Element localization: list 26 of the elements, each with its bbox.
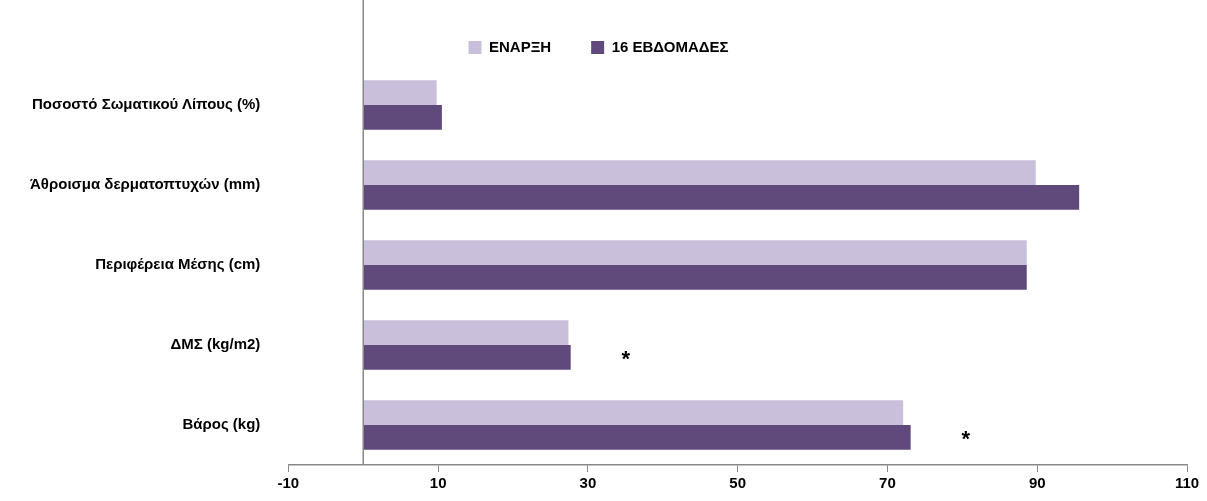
x-tick-label: -10 [277,474,300,492]
x-tick-label: 50 [729,474,747,492]
bar [363,105,442,130]
bar [363,185,1080,210]
x-tick-label: 70 [879,474,896,492]
bar [363,160,1036,185]
bar [363,400,904,425]
y-tick-label: Βάρος (kg) [182,415,261,433]
legend-label: 16 ΕΒΔΟΜΑΔΕΣ [611,37,729,55]
bar [363,265,1027,290]
x-tick-label: 110 [1174,474,1200,492]
bar [363,320,569,345]
legend-label: ΕΝΑΡΞΗ [488,37,552,55]
annotation: * [961,426,971,452]
bar [363,345,571,370]
y-tick-label: ΔΜΣ (kg/m2) [170,335,261,353]
y-tick-label: Άθροισμα δερματοπτυχών (mm) [29,175,261,193]
y-tick-label: Περιφέρεια Μέσης (cm) [95,255,261,273]
y-tick-label: Ποσοστό Σωματικού Λίπους (%) [31,95,261,113]
bar [363,240,1027,265]
x-tick-label: 10 [429,474,447,492]
bar [363,425,911,450]
annotation: * [621,346,631,372]
bar [363,80,437,105]
x-tick-label: 90 [1028,474,1046,492]
x-tick-label: 30 [579,474,597,492]
